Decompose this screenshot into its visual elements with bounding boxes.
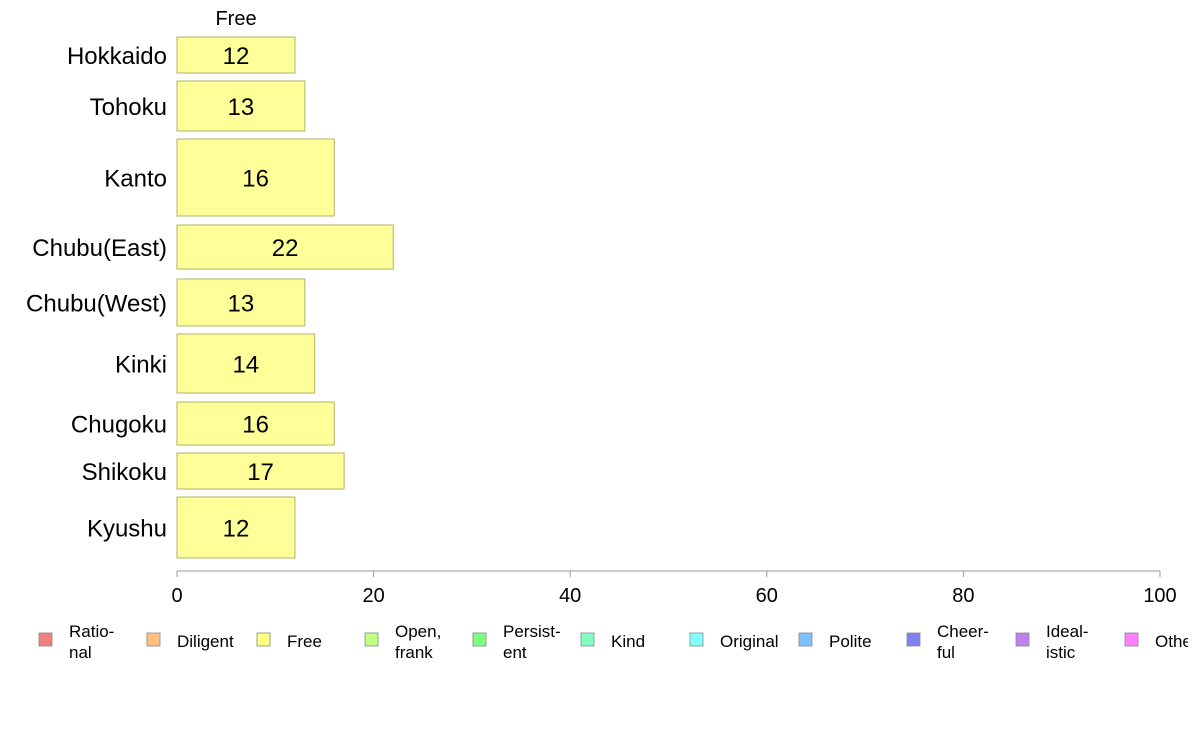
legend-label: Diligent — [177, 632, 234, 651]
column-header: Free — [215, 8, 256, 30]
x-tick-label: 0 — [171, 585, 182, 607]
legend-label: Open, — [395, 622, 441, 641]
legend-label: Other — [1155, 632, 1188, 651]
bar-chubu-east- — [176, 224, 394, 270]
x-tick-label: 60 — [756, 585, 778, 607]
legend-label: ent — [503, 643, 527, 662]
legend-label: Ideal- — [1046, 622, 1089, 641]
category-label: Tohoku — [90, 94, 167, 121]
legend-label: frank — [395, 643, 433, 662]
category-label: Kinki — [115, 352, 167, 379]
legend-swatch — [146, 632, 161, 647]
value-label: 14 — [232, 352, 259, 379]
legend-label: Polite — [829, 632, 872, 651]
category-label: Hokkaido — [67, 43, 167, 70]
legend-label: Persist- — [503, 622, 561, 641]
category-label: Chubu(East) — [32, 235, 167, 262]
bar-kyushu — [176, 496, 296, 559]
legend-label: ful — [937, 643, 955, 662]
legend-label: Kind — [611, 632, 645, 651]
value-label: 13 — [228, 94, 255, 121]
bar-hokkaido — [176, 36, 296, 74]
bar-kanto — [176, 138, 335, 217]
bar-tohoku — [176, 80, 306, 132]
legend-swatch — [256, 632, 271, 647]
legend-label: nal — [69, 643, 92, 662]
legend-swatch — [38, 632, 53, 647]
x-tick-label: 80 — [952, 585, 974, 607]
legend-swatch — [798, 632, 813, 647]
value-label: 16 — [242, 412, 269, 439]
legend-swatch — [689, 632, 704, 647]
legend-label: Free — [287, 632, 322, 651]
category-label: Kanto — [104, 166, 167, 193]
x-tick-label: 20 — [362, 585, 384, 607]
value-label: 16 — [242, 166, 269, 193]
x-tick-label: 40 — [559, 585, 581, 607]
bar-chugoku — [176, 401, 335, 446]
bar-chubu-west- — [176, 278, 306, 327]
legend-swatch — [1124, 632, 1139, 647]
legend-swatch — [364, 632, 379, 647]
value-label: 22 — [272, 235, 299, 262]
x-tick-label: 100 — [1143, 585, 1176, 607]
legend-swatch — [472, 632, 487, 647]
value-label: 12 — [223, 516, 250, 543]
bar-shikoku — [176, 452, 345, 490]
value-label: 12 — [223, 43, 250, 70]
legend-swatch — [906, 632, 921, 647]
legend-label: Ratio- — [69, 622, 114, 641]
legend-label: Original — [720, 632, 779, 651]
legend-swatch — [1015, 632, 1030, 647]
value-label: 13 — [228, 291, 255, 318]
category-label: Kyushu — [87, 516, 167, 543]
legend-swatch — [580, 632, 595, 647]
legend-label: istic — [1046, 643, 1076, 662]
value-label: 17 — [247, 459, 274, 486]
legend-label: Cheer- — [937, 622, 989, 641]
bar-kinki — [176, 333, 316, 394]
category-label: Chugoku — [71, 412, 167, 439]
category-label: Chubu(West) — [26, 291, 167, 318]
category-label: Shikoku — [82, 459, 167, 486]
